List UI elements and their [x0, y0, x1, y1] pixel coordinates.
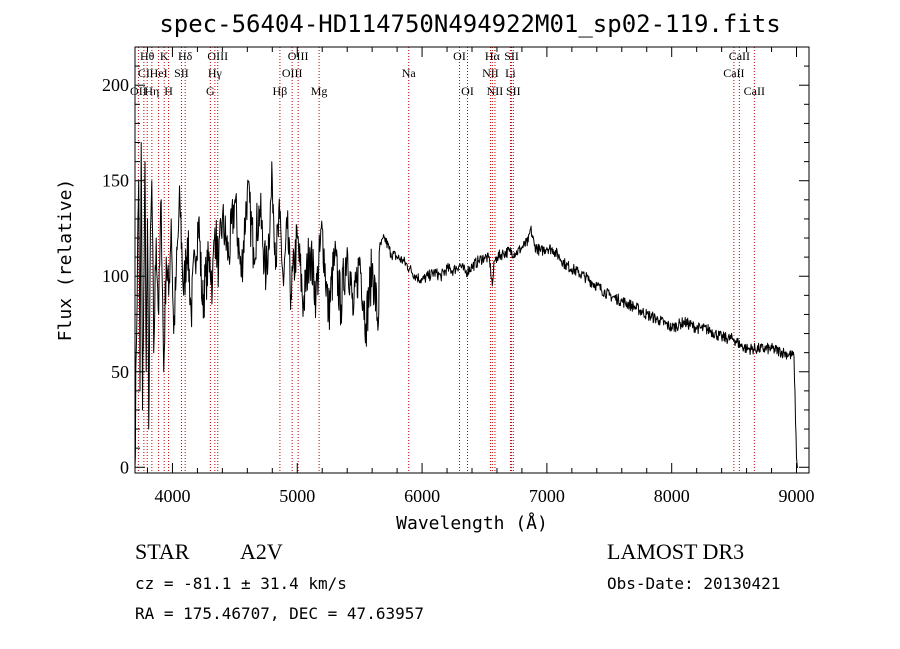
spectral-line-label: SII — [174, 66, 189, 80]
spectral-line-label: Hη — [144, 84, 159, 98]
spectral-line-label: K — [160, 49, 169, 63]
plot-frame — [134, 46, 810, 474]
spectral-line-label: CaII — [729, 49, 750, 63]
y-tick-label: 150 — [102, 171, 129, 191]
x-tick-label: 6000 — [404, 486, 440, 506]
x-tick-label: 5000 — [279, 486, 315, 506]
spectrum-series-line — [134, 142, 799, 468]
x-axis-label: Wavelength (Å) — [396, 512, 548, 534]
observation-date: Obs-Date: 20130421 — [607, 574, 780, 593]
spectral-line-label: Mg — [311, 84, 328, 98]
chart-title: spec-56404-HD114750N494922M01_sp02-119.f… — [159, 10, 780, 38]
survey-name: LAMOST DR3 — [607, 539, 744, 564]
x-axis-ticks: 4000 5000 6000 7000 8000 9000 — [146, 47, 815, 506]
spectral-line-label: NII — [487, 84, 504, 98]
spectral-line-label: OI — [453, 49, 466, 63]
spectral-line-label: Li — [505, 66, 516, 80]
spectral-line-label: NII — [482, 66, 499, 80]
spectral-line-label: CI — [138, 66, 150, 80]
y-tick-label: 200 — [102, 75, 129, 95]
spectral-line-label: Na — [402, 66, 417, 80]
y-axis-ticks: 0 50 100 150 200 — [102, 46, 809, 477]
spectral-line-label: H — [164, 84, 173, 98]
y-tick-label: 100 — [102, 266, 129, 286]
spectral-line-label: CaII — [744, 84, 765, 98]
y-tick-label: 0 — [120, 457, 129, 477]
spectral-line-label: Hα — [485, 49, 501, 63]
y-axis-label: Flux (relative) — [55, 179, 76, 342]
spectral-line-label: Hγ — [208, 66, 223, 80]
y-tick-label: 50 — [111, 362, 129, 382]
x-tick-label: 9000 — [779, 486, 815, 506]
x-tick-label: 8000 — [654, 486, 690, 506]
spectral-line-label: OIII — [207, 49, 228, 63]
spectral-line-label: Hθ — [140, 49, 155, 63]
spectral-line-label: CaII — [723, 66, 744, 80]
spectral-line-label: G — [206, 84, 215, 98]
spectral-line-label: OII — [130, 84, 147, 98]
spectral-line-label: OI — [461, 84, 474, 98]
spectral-line-label: Hβ — [273, 84, 288, 98]
x-tick-label: 7000 — [529, 486, 565, 506]
redshift-velocity: cz = -81.1 ± 31.4 km/s — [135, 574, 347, 593]
object-type: STAR — [135, 539, 190, 564]
spectral-line-label: OIII — [288, 49, 309, 63]
spectral-line-label: OIII — [282, 66, 303, 80]
spectral-subclass: A2V — [240, 539, 283, 564]
spectral-line-label: HeI — [150, 66, 168, 80]
spectral-line-label: Hδ — [178, 49, 193, 63]
spectral-line-label: SII — [504, 49, 519, 63]
spectral-line-label: SII — [506, 84, 521, 98]
x-tick-label: 4000 — [154, 486, 190, 506]
spectral-line-markers — [137, 47, 755, 473]
sky-coordinates: RA = 175.46707, DEC = 47.63957 — [135, 604, 424, 623]
